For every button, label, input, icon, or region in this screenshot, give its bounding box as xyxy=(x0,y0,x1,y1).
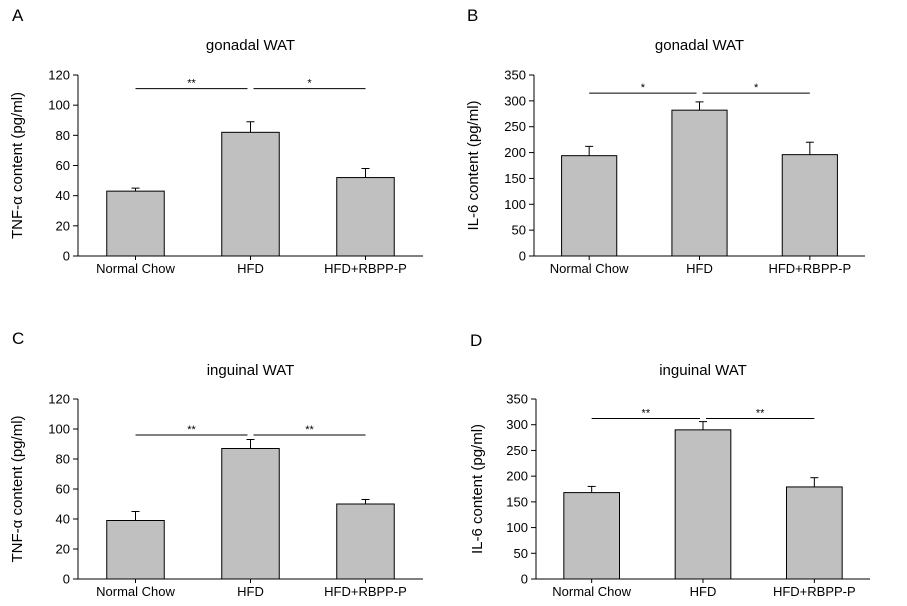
significance-label: ** xyxy=(187,78,196,90)
y-tick-label: 60 xyxy=(56,158,70,173)
x-tick-label: Normal Chow xyxy=(96,261,175,276)
y-tick-label: 250 xyxy=(506,443,528,458)
x-tick-label: HFD xyxy=(237,261,264,276)
y-tick-label: 150 xyxy=(506,494,528,509)
bar xyxy=(675,430,731,579)
x-tick-label: HFD+RBPP-P xyxy=(324,261,407,276)
chart-a-svg: gonadal WAT TNF-α content (pg/ml) 0 20 40 60 8… xyxy=(0,0,450,290)
y-tick-label: 300 xyxy=(506,417,528,432)
y-tick-label: 40 xyxy=(56,512,70,527)
significance-label: * xyxy=(307,78,312,90)
y-tick-label: 100 xyxy=(504,197,526,212)
x-tick-label: Normal Chow xyxy=(550,261,629,276)
significance-label: ** xyxy=(756,408,765,420)
chart-title: gonadal WAT xyxy=(655,37,744,54)
significance-label: ** xyxy=(642,408,651,420)
x-tick-label: HFD+RBPP-P xyxy=(324,584,407,599)
y-tick-label: 0 xyxy=(63,572,70,587)
bar xyxy=(222,132,280,256)
chart-title: inguinal WAT xyxy=(659,362,747,379)
chart-title: inguinal WAT xyxy=(207,362,295,379)
significance-label: ** xyxy=(305,424,314,436)
bar xyxy=(562,156,617,256)
chart-panel-a: A gonadal WAT TNF-α content (pg/ml) 0 20 40 6… xyxy=(0,0,450,290)
chart-d-svg: inguinal WAT IL-6 content (pg/ml) 0 50 100 15… xyxy=(450,300,907,601)
bar xyxy=(787,487,843,579)
bar xyxy=(337,504,395,579)
y-tick-label: 40 xyxy=(56,188,70,203)
bar xyxy=(782,155,837,256)
significance-label: * xyxy=(754,82,759,94)
y-axis-label: IL-6 content (pg/ml) xyxy=(465,100,482,230)
y-tick-label: 150 xyxy=(504,171,526,186)
panel-letter: C xyxy=(12,329,24,349)
chart-b-svg: gonadal WAT IL-6 content (pg/ml) 0 50 100 150… xyxy=(450,0,907,290)
y-axis-label: IL-6 content (pg/ml) xyxy=(469,424,486,554)
x-tick-label: HFD+RBPP-P xyxy=(768,261,851,276)
bar xyxy=(337,178,395,256)
chart-c-svg: inguinal WAT TNF-α content (pg/ml) 0 20 40 60… xyxy=(0,300,450,601)
significance-label: * xyxy=(641,82,646,94)
y-axis-label: TNF-α content (pg/ml) xyxy=(9,92,26,239)
y-tick-label: 0 xyxy=(519,249,526,264)
y-axis-label: TNF-α content (pg/ml) xyxy=(9,415,26,562)
y-tick-label: 120 xyxy=(48,392,70,407)
panel-letter: A xyxy=(12,6,23,26)
bar xyxy=(564,493,620,579)
y-tick-label: 20 xyxy=(56,542,70,557)
panel-letter: D xyxy=(470,331,482,351)
chart-title: gonadal WAT xyxy=(206,37,295,54)
x-tick-label: HFD+RBPP-P xyxy=(773,584,856,599)
y-tick-label: 50 xyxy=(512,223,526,238)
bar xyxy=(672,110,727,256)
x-tick-label: Normal Chow xyxy=(552,584,631,599)
y-tick-label: 250 xyxy=(504,119,526,134)
y-tick-label: 200 xyxy=(506,469,528,484)
y-tick-label: 350 xyxy=(504,68,526,83)
y-tick-label: 80 xyxy=(56,452,70,467)
x-tick-label: HFD xyxy=(690,584,717,599)
chart-panel-d: D inguinal WAT IL-6 content (pg/ml) 0 50 100… xyxy=(450,300,907,601)
significance-label: ** xyxy=(187,424,196,436)
bar xyxy=(107,521,165,580)
x-tick-label: HFD xyxy=(686,261,713,276)
y-tick-label: 0 xyxy=(63,249,70,264)
y-tick-label: 200 xyxy=(504,145,526,160)
y-tick-label: 60 xyxy=(56,482,70,497)
x-tick-label: HFD xyxy=(237,584,264,599)
x-tick-label: Normal Chow xyxy=(96,584,175,599)
chart-panel-c: C inguinal WAT TNF-α content (pg/ml) 0 20 40… xyxy=(0,300,450,601)
y-tick-label: 120 xyxy=(48,68,70,83)
y-tick-label: 80 xyxy=(56,128,70,143)
bar xyxy=(107,191,165,256)
bar xyxy=(222,449,280,580)
y-tick-label: 100 xyxy=(48,98,70,113)
y-tick-label: 20 xyxy=(56,218,70,233)
y-tick-label: 0 xyxy=(521,572,528,587)
y-tick-label: 350 xyxy=(506,392,528,407)
chart-panel-b: B gonadal WAT IL-6 content (pg/ml) 0 50 100 1… xyxy=(450,0,907,290)
y-tick-label: 100 xyxy=(48,422,70,437)
y-tick-label: 300 xyxy=(504,93,526,108)
y-tick-label: 50 xyxy=(514,546,528,561)
panel-letter: B xyxy=(467,6,478,26)
y-tick-label: 100 xyxy=(506,520,528,535)
